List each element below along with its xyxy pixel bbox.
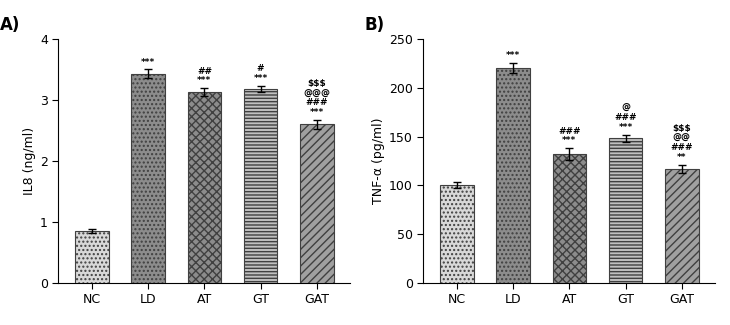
Bar [440,185,474,283]
Bar [496,68,530,283]
Bar [131,74,165,283]
Text: ###
***: ### *** [558,126,580,145]
Bar [300,124,334,283]
Bar [75,231,109,283]
Bar [665,169,699,283]
Text: $$$
@@
###
**: $$$ @@ ### ** [670,124,693,162]
Y-axis label: TNF-α (pg/ml): TNF-α (pg/ml) [372,118,385,204]
Bar [244,89,277,283]
Text: @
###
***: @ ### *** [615,103,637,132]
Y-axis label: IL8 (ng/ml): IL8 (ng/ml) [23,127,36,195]
Text: #
***: # *** [253,64,268,83]
Text: ***: *** [141,58,155,67]
Text: ***: *** [506,51,520,60]
Bar [188,92,221,283]
Text: A): A) [0,16,20,34]
Bar [609,138,642,283]
Text: B): B) [365,16,385,34]
Text: $$$
@@@
###
***: $$$ @@@ ### *** [303,79,330,117]
Text: ##
***: ## *** [197,67,212,85]
Bar [553,154,586,283]
